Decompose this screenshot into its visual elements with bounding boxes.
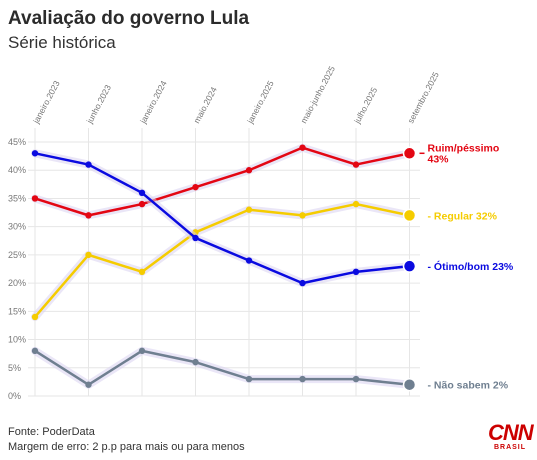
series-line-ruim (33, 146, 411, 217)
y-tick-label: 15% (8, 306, 26, 316)
series-point-naosabem (299, 375, 306, 383)
margin-of-error-text: Margem de erro: 2 p.p para mais ou para … (8, 441, 245, 453)
series-label-ruim: Ruim/péssimo (428, 142, 500, 154)
logo-sub-text: BRASIL (493, 444, 527, 451)
series-end-marker-naosabem (402, 377, 417, 392)
chart-subtitle: Série histórica (8, 33, 116, 52)
series-point-otimo (85, 161, 92, 168)
line-chart: 0% 5% 10% 15% 20% 25% 30% 35% 40% 45% janeiro.202… (8, 64, 514, 401)
source-text: Fonte: PoderData (8, 426, 95, 438)
y-tick-label: 35% (8, 193, 26, 203)
series-point-regular (299, 212, 306, 219)
series-end-marker-ruim (402, 146, 417, 161)
x-tick-label: janeiro.2024 (137, 79, 168, 126)
series-point-regular (352, 200, 360, 208)
y-tick-label: 10% (8, 335, 26, 345)
series-point-ruim (138, 200, 146, 208)
series-point-otimo (245, 257, 253, 264)
series-label-regular: - Regular 32% (428, 210, 498, 222)
series-end-marker-otimo (402, 259, 417, 273)
series (31, 143, 417, 392)
series-label-naosabem: - Não sabem 2% (428, 380, 509, 392)
cnn-brasil-logo: CNN BRASIL (488, 420, 534, 452)
y-tick-label: 5% (8, 363, 21, 373)
x-tick-label: maio.2024 (191, 85, 219, 125)
series-point-naosabem (31, 347, 39, 355)
series-point-otimo (192, 234, 199, 242)
series-point-otimo (352, 268, 360, 276)
series-point-naosabem (245, 375, 253, 383)
series-line-naosabem (33, 349, 411, 386)
series-label-ruim: 43% (428, 153, 450, 165)
chart-title: Avaliação do governo Lula (8, 8, 250, 29)
series-point-otimo (299, 279, 306, 287)
series-point-naosabem (138, 347, 146, 355)
series-point-regular (31, 313, 39, 321)
x-tick-label: maio-junho.2025 (298, 64, 337, 125)
y-axis: 0% 5% 10% 15% 20% 25% 30% 35% 40% 45% (8, 137, 26, 401)
series-point-ruim (352, 161, 360, 168)
x-tick-label: janeiro.2025 (244, 79, 275, 126)
series-point-naosabem (85, 381, 92, 388)
series-end-marker-regular (402, 208, 417, 223)
series-point-ruim (192, 183, 199, 191)
series-line-otimo (33, 152, 411, 285)
y-tick-label: 40% (8, 165, 26, 175)
footer: Fonte: PoderData Margem de erro: 2 p.p p… (8, 425, 245, 455)
series-point-naosabem (192, 358, 199, 366)
series-point-regular (245, 206, 253, 213)
x-tick-label: julho.2025 (351, 85, 379, 125)
logo-cnn-text: CNN (488, 420, 534, 445)
series-point-ruim (245, 167, 253, 174)
series-point-ruim (299, 144, 306, 151)
y-tick-label: 30% (8, 222, 26, 232)
series-label-otimo: - Ótimo/bom 23% (428, 260, 514, 273)
y-tick-label: 20% (8, 278, 26, 288)
x-axis: janeiro.2023 junho.2023 janeiro.2024 maio.2… (30, 64, 441, 126)
y-tick-label: 25% (8, 250, 26, 260)
x-tick-label: janeiro.2023 (30, 79, 61, 126)
series-point-ruim (31, 195, 39, 202)
series-point-regular (138, 268, 146, 276)
y-tick-label: 45% (8, 137, 26, 147)
series-point-otimo (31, 150, 39, 157)
series-point-ruim (85, 212, 92, 219)
series-point-otimo (138, 189, 146, 196)
series-line-regular (33, 202, 411, 319)
y-tick-label: 0% (8, 391, 21, 401)
x-tick-label: setembro.2025 (405, 70, 441, 125)
series-point-regular (85, 251, 92, 259)
x-tick-label: junho.2023 (84, 83, 113, 126)
series-point-naosabem (352, 375, 360, 383)
